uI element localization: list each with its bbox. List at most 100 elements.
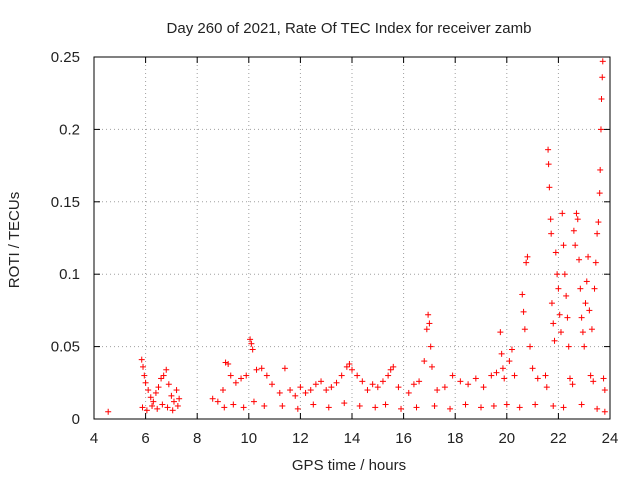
data-point <box>421 358 428 365</box>
data-point <box>349 366 355 373</box>
data-point <box>168 392 175 399</box>
data-point <box>563 292 570 299</box>
data-point <box>576 256 583 263</box>
data-point <box>594 405 601 412</box>
x-tick-label: 10 <box>240 430 257 447</box>
data-point <box>425 311 432 318</box>
data-point <box>560 242 567 249</box>
data-point <box>601 387 608 394</box>
data-point <box>372 404 379 411</box>
data-point <box>534 375 541 382</box>
data-point <box>258 365 265 372</box>
data-point <box>220 387 226 394</box>
data-point <box>574 216 581 223</box>
data-point <box>551 337 558 344</box>
data-point <box>214 398 221 405</box>
data-point <box>426 320 433 327</box>
data-point <box>591 285 598 292</box>
data-point <box>548 230 555 237</box>
data-point <box>155 384 162 391</box>
data-point <box>145 387 152 394</box>
x-tick-label: 14 <box>344 430 361 447</box>
data-point <box>149 402 156 409</box>
x-tick-label: 6 <box>141 430 149 447</box>
data-point <box>588 326 595 333</box>
data-point <box>557 329 564 336</box>
data-point <box>359 378 366 385</box>
data-point <box>527 343 534 350</box>
y-tick-labels: 0 0.05 0.1 0.15 0.2 0.25 <box>51 49 80 428</box>
y-tick-label: 0.25 <box>51 49 80 66</box>
data-point <box>520 308 527 315</box>
data-point <box>395 384 402 391</box>
data-point <box>302 389 309 396</box>
x-tick-label: 4 <box>90 430 98 447</box>
data-point <box>385 372 392 379</box>
data-point <box>583 278 590 285</box>
data-point <box>428 363 435 370</box>
data-point <box>529 365 536 372</box>
data-point <box>390 363 397 370</box>
data-point <box>493 369 500 376</box>
data-point <box>506 358 513 365</box>
data-point <box>564 314 571 321</box>
data-point <box>140 363 147 370</box>
data-point <box>550 320 557 327</box>
data-point <box>232 379 239 386</box>
data-point <box>561 271 568 278</box>
data-point <box>346 360 353 367</box>
data-point <box>318 378 325 385</box>
data-point <box>434 387 441 394</box>
data-point <box>158 375 165 382</box>
data-point <box>147 394 154 401</box>
data-point <box>139 404 146 411</box>
data-point <box>248 340 255 347</box>
data-point <box>449 372 456 379</box>
data-point <box>503 401 510 408</box>
data-point <box>410 381 417 388</box>
data-point <box>323 387 330 394</box>
y-axis-label: ROTI / TECUs <box>6 192 23 288</box>
data-point <box>243 372 250 379</box>
data-point <box>490 402 497 409</box>
data-point <box>545 161 552 168</box>
data-point <box>230 401 237 408</box>
data-point <box>565 343 572 350</box>
data-point <box>480 384 487 391</box>
data-point <box>587 372 594 379</box>
data-point <box>250 398 257 405</box>
grid <box>94 57 610 419</box>
data-point <box>577 285 584 292</box>
data-point <box>227 372 234 379</box>
data-point <box>499 365 506 372</box>
data-point <box>169 407 176 414</box>
data-point <box>379 378 386 385</box>
data-point <box>165 381 172 388</box>
data-point <box>297 384 304 391</box>
data-point <box>369 381 376 388</box>
data-point <box>523 259 530 266</box>
data-point <box>508 346 515 353</box>
data-point <box>554 271 561 278</box>
data-point <box>159 401 166 408</box>
data-point <box>600 375 607 382</box>
data-point <box>498 350 505 357</box>
data-point <box>555 285 562 292</box>
data-point <box>552 249 559 256</box>
data-point <box>423 326 430 333</box>
data-point <box>413 404 420 411</box>
data-point <box>174 402 181 409</box>
data-point <box>548 300 555 307</box>
data-point <box>497 329 504 336</box>
data-point <box>570 227 577 234</box>
x-tick-label: 24 <box>602 430 619 447</box>
data-point <box>457 378 464 385</box>
data-point <box>542 372 549 379</box>
data-point <box>599 74 606 81</box>
data-point <box>143 407 150 414</box>
data-point <box>462 401 469 408</box>
data-point <box>599 58 606 65</box>
data-point <box>341 400 348 407</box>
data-point <box>249 346 256 353</box>
data-point <box>154 405 161 412</box>
